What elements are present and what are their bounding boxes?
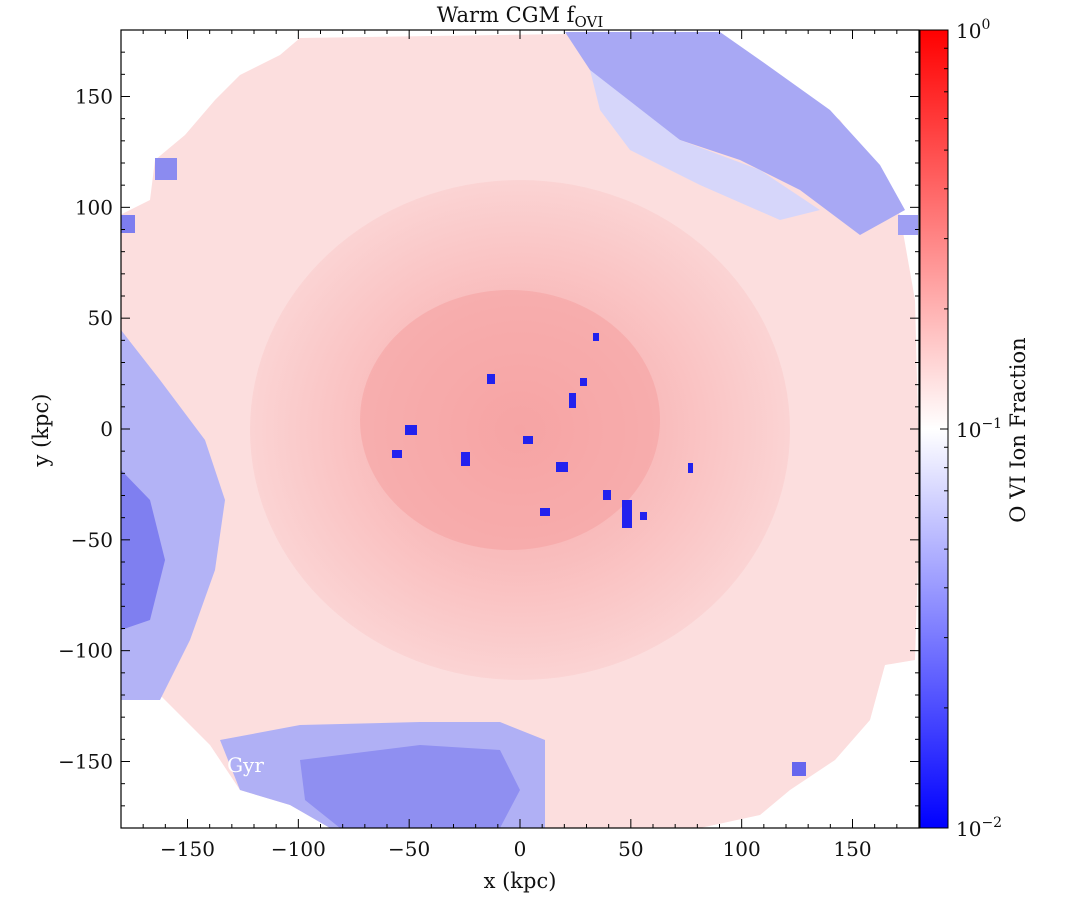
blue-region-left-deep — [121, 470, 165, 630]
x-axis-ticks: −150 −100 −50 0 50 100 150 — [120, 30, 920, 861]
x-tick-label: 0 — [514, 837, 527, 861]
chart-title-main: Warm CGM f — [437, 3, 577, 27]
blue-region-top-right — [565, 32, 905, 235]
x-tick-label: 100 — [723, 837, 761, 861]
heatmap-image — [121, 32, 918, 828]
x-tick-label: 150 — [833, 837, 871, 861]
y-tick-label: 150 — [75, 85, 113, 109]
chart-title: Warm CGM fOVI — [437, 3, 604, 31]
low-fraction-clumps — [392, 333, 693, 528]
y-tick-label: −50 — [71, 528, 113, 552]
y-tick-label: −100 — [58, 639, 113, 663]
colorbar-ticks: 10−2 10−1 100 — [940, 17, 1002, 841]
blue-pixel-right-edge — [898, 215, 918, 235]
x-tick-label: −100 — [271, 837, 326, 861]
x-tick-label: −150 — [160, 837, 215, 861]
x-tick-label: 50 — [618, 837, 643, 861]
blue-pixel-left-top — [155, 158, 177, 180]
y-axis-ticks: −150 −100 −50 0 50 100 150 — [58, 29, 919, 829]
x-axis-title: x (kpc) — [484, 869, 557, 893]
colorbar-tick-label: 10−2 — [956, 815, 1002, 841]
colorbar-tick-label: 100 — [956, 17, 990, 43]
x-tick-label: −50 — [388, 837, 430, 861]
warm-core-inner — [360, 290, 660, 550]
chart-title-subscript: OVI — [574, 13, 603, 31]
y-tick-label: 100 — [75, 195, 113, 219]
y-axis-title: y (kpc) — [29, 394, 53, 468]
time-overlay: 8 Gyr — [208, 753, 264, 777]
y-tick-label: 0 — [100, 417, 113, 441]
y-tick-label: 50 — [88, 306, 113, 330]
blue-region-top-right-inner — [590, 70, 820, 220]
blue-region-bottom-deep — [300, 745, 520, 828]
y-tick-label: −150 — [58, 750, 113, 774]
blue-pixel-left-edge — [121, 215, 135, 233]
colorbar-tick-label: 10−1 — [956, 416, 1002, 442]
blue-pixel-bottom-right — [792, 762, 806, 776]
colorbar-label: O VI Ion Fraction — [1006, 337, 1030, 522]
